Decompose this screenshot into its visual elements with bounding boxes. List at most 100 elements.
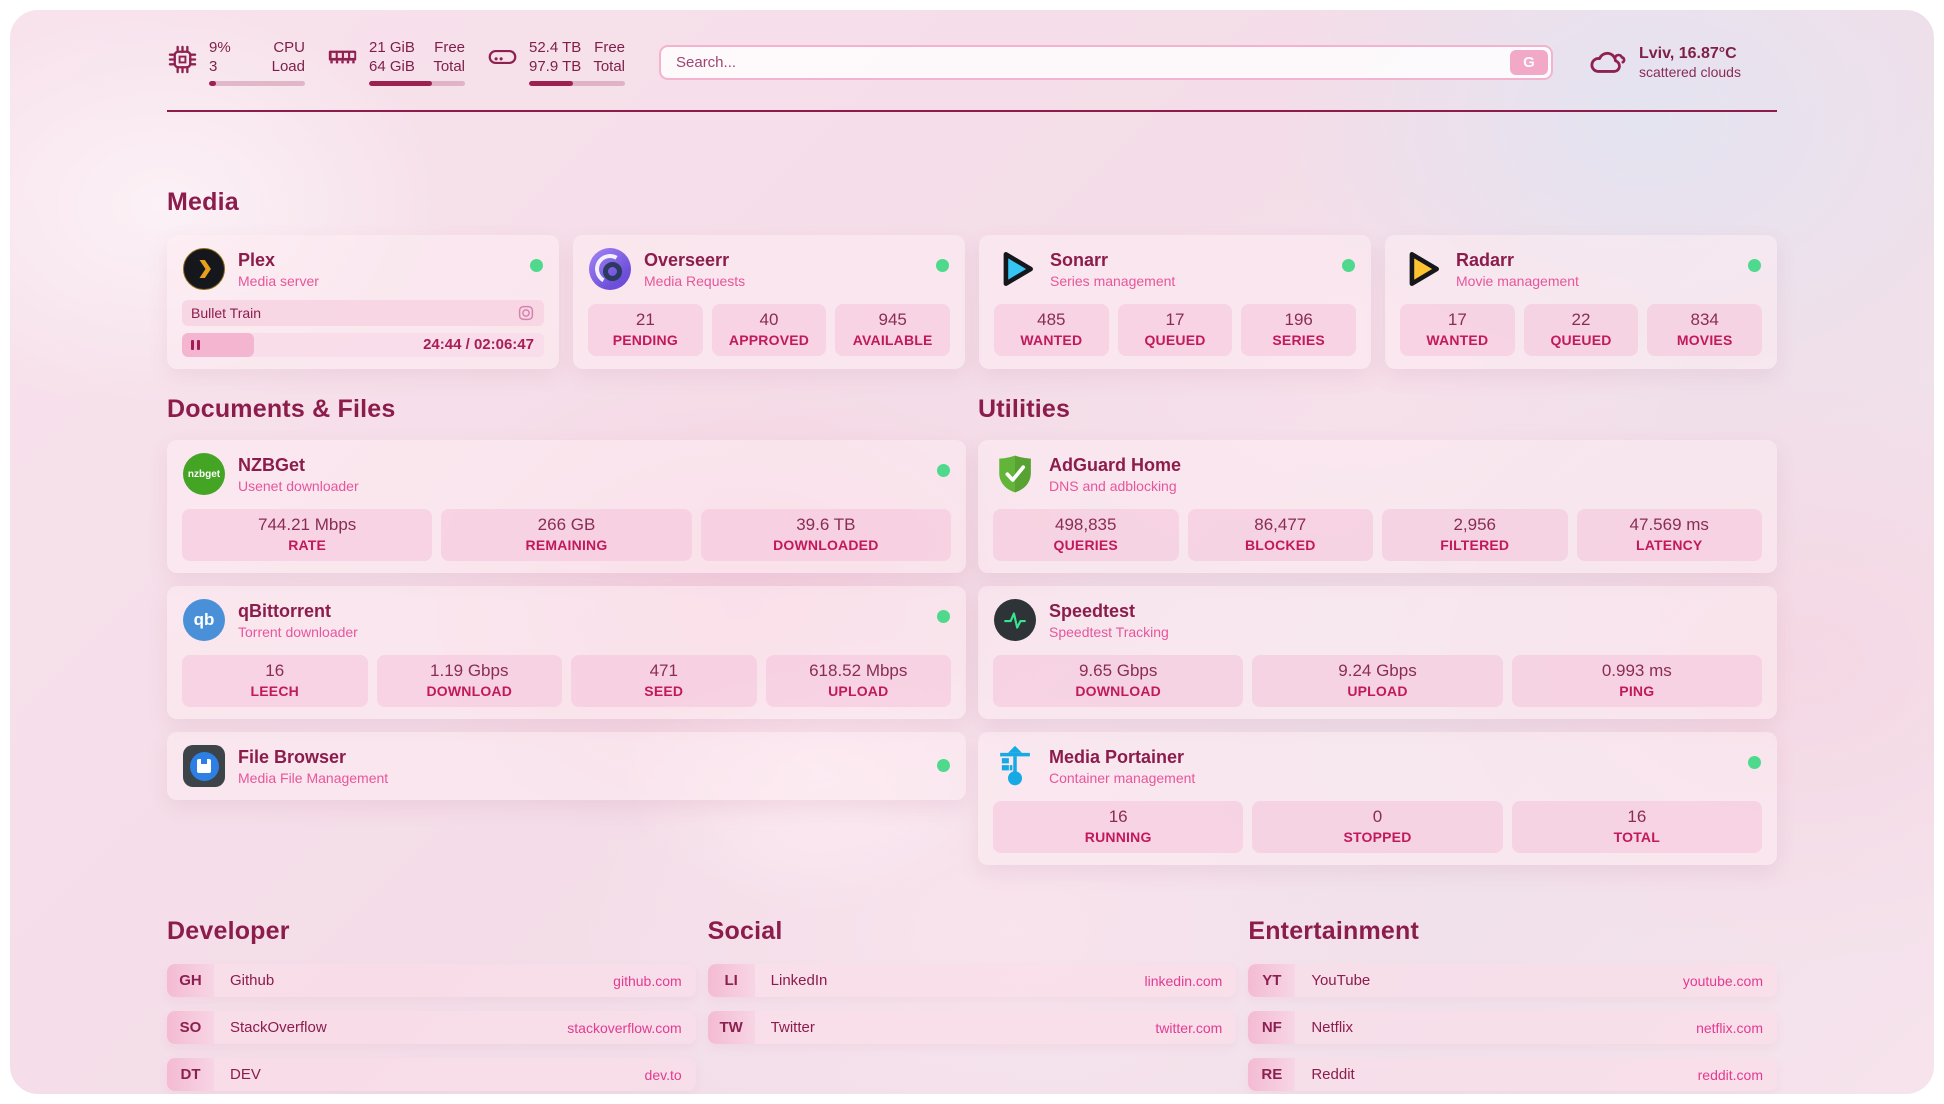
app-title: qBittorrent xyxy=(238,600,331,621)
app-title: Media Portainer xyxy=(1049,746,1185,767)
stat-label: QUERIES xyxy=(1053,537,1118,553)
media-grid: Plex Media server Bullet Train xyxy=(167,235,1777,369)
app-title: AdGuard Home xyxy=(1049,454,1182,475)
nzbget-card[interactable]: nzbget NZBGet Usenet downloader 744.21 M… xyxy=(167,440,966,573)
stat-value: 2,956 xyxy=(1453,515,1497,534)
stat-label: STOPPED xyxy=(1343,829,1412,845)
stat-label: UPLOAD xyxy=(828,683,889,699)
cloud-icon xyxy=(1590,51,1626,73)
link-badge: LI xyxy=(707,964,755,997)
plex-icon xyxy=(182,247,226,291)
playback-time: 24:44 / 02:06:47 xyxy=(423,336,534,353)
stat-value: 9.24 Gbps xyxy=(1338,661,1417,680)
link-linkedin[interactable]: LI LinkedIn linkedin.com xyxy=(707,964,1237,997)
weather-condition: scattered clouds xyxy=(1639,64,1741,80)
link-github[interactable]: GH Github github.com xyxy=(167,964,696,997)
stat-value: 17 xyxy=(1165,310,1185,329)
link-url: linkedin.com xyxy=(1144,972,1223,989)
memory-total-value: 64 GiB xyxy=(369,58,415,75)
memory-usage-bar-fill xyxy=(369,81,433,86)
utilities-column: Utilities xyxy=(978,395,1777,865)
stat-box: 1.19 Gbps DOWNLOAD xyxy=(376,655,562,707)
memory-total-label: Total xyxy=(433,58,465,75)
stat-label: FILTERED xyxy=(1440,537,1510,553)
stat-box: 2,956 FILTERED xyxy=(1382,509,1568,561)
link-badge: SO xyxy=(167,1011,214,1044)
stat-value: 16 xyxy=(1627,807,1647,826)
disk-free-label: Free xyxy=(594,39,625,56)
stat-box: 0 STOPPED xyxy=(1252,801,1503,853)
stat-label: QUEUED xyxy=(1550,332,1612,348)
link-url: twitter.com xyxy=(1155,1019,1223,1036)
status-dot xyxy=(937,464,950,477)
social-column: Social LI LinkedIn linkedin.com TW Twitt… xyxy=(707,917,1237,1091)
stat-label: RUNNING xyxy=(1084,829,1152,845)
memory-icon xyxy=(328,50,357,64)
search-engine-button[interactable]: G xyxy=(1510,49,1548,75)
topbar: 9% CPU 3 Load xyxy=(10,10,1934,86)
status-dot xyxy=(937,610,950,623)
section-title-utilities: Utilities xyxy=(978,395,1071,423)
status-dot xyxy=(1748,756,1761,769)
overseerr-card[interactable]: Overseerr Media Requests 21 PENDING 40 A… xyxy=(573,235,965,369)
entertainment-column: Entertainment YT YouTube youtube.com NF … xyxy=(1248,917,1777,1091)
stat-label: AVAILABLE xyxy=(852,332,933,348)
link-name: StackOverflow xyxy=(230,1019,327,1036)
link-reddit[interactable]: RE Reddit reddit.com xyxy=(1248,1058,1777,1091)
stat-box: 618.52 Mbps UPLOAD xyxy=(765,655,951,707)
stat-value: 17 xyxy=(1447,310,1467,329)
memory-free-value: 21 GiB xyxy=(369,39,415,56)
section-title-social: Social xyxy=(707,917,783,945)
stat-box: 47.569 ms LATENCY xyxy=(1576,509,1762,561)
link-netflix[interactable]: NF Netflix netflix.com xyxy=(1248,1011,1777,1044)
link-twitter[interactable]: TW Twitter twitter.com xyxy=(707,1011,1237,1044)
filebrowser-card[interactable]: File Browser Media File Management xyxy=(167,732,966,800)
section-title-entertainment: Entertainment xyxy=(1248,917,1420,945)
disk-free-value: 52.4 TB xyxy=(529,39,582,56)
link-dev[interactable]: DT DEV dev.to xyxy=(167,1058,696,1091)
memory-free-label: Free xyxy=(434,39,465,56)
qbittorrent-card[interactable]: qb qBittorrent Torrent downloader 16 xyxy=(167,586,966,719)
stat-box: 16 TOTAL xyxy=(1511,801,1762,853)
app-subtitle: Torrent downloader xyxy=(238,623,358,640)
stat-label: PING xyxy=(1619,683,1655,699)
app-subtitle: Media File Management xyxy=(238,769,389,786)
link-name: LinkedIn xyxy=(770,972,828,989)
cpu-usage-bar xyxy=(209,81,305,86)
stat-box: 9.65 Gbps DOWNLOAD xyxy=(993,655,1244,707)
cpu-label: CPU xyxy=(273,39,305,56)
portainer-card[interactable]: Media Portainer Container management 16 … xyxy=(978,732,1777,865)
stat-box: 16 RUNNING xyxy=(993,801,1244,853)
adguard-card[interactable]: AdGuard Home DNS and adblocking 498,835 … xyxy=(978,440,1777,573)
link-badge: TW xyxy=(707,1011,755,1044)
qbittorrent-icon: qb xyxy=(182,598,226,642)
speedtest-card[interactable]: Speedtest Speedtest Tracking 9.65 Gbps D… xyxy=(978,586,1777,719)
link-url: youtube.com xyxy=(1682,972,1763,989)
stat-label: TOTAL xyxy=(1613,829,1660,845)
stat-value: 16 xyxy=(1108,807,1128,826)
stat-value: 744.21 Mbps xyxy=(258,515,357,534)
link-stackoverflow[interactable]: SO StackOverflow stackoverflow.com xyxy=(167,1011,696,1044)
cpu-load-label: Load xyxy=(271,58,305,75)
disk-total-label: Total xyxy=(593,58,625,75)
link-url: github.com xyxy=(613,972,682,989)
app-subtitle: Media server xyxy=(238,272,319,289)
weather-widget: Lviv, 16.87°C scattered clouds xyxy=(1587,44,1777,80)
now-playing-row: Bullet Train xyxy=(182,300,544,326)
speedtest-icon xyxy=(993,598,1037,642)
stat-box: 834 MOVIES xyxy=(1647,304,1763,356)
stat-box: 22 QUEUED xyxy=(1523,304,1639,356)
search-input[interactable] xyxy=(659,44,1553,80)
sonarr-card[interactable]: Sonarr Series management 485 WANTED 17 Q… xyxy=(979,235,1371,369)
stat-box: 744.21 Mbps RATE xyxy=(182,509,433,561)
pause-icon[interactable] xyxy=(191,340,200,350)
search-bar: G xyxy=(659,44,1553,80)
link-youtube[interactable]: YT YouTube youtube.com xyxy=(1248,964,1777,997)
stat-value: 47.569 ms xyxy=(1629,515,1709,534)
link-badge: YT xyxy=(1248,964,1296,997)
radarr-card[interactable]: Radarr Movie management 17 WANTED 22 QUE… xyxy=(1385,235,1777,369)
plex-card[interactable]: Plex Media server Bullet Train xyxy=(167,235,559,369)
app-title: Speedtest xyxy=(1049,600,1136,621)
filebrowser-icon xyxy=(182,744,226,788)
app-subtitle: Container management xyxy=(1049,769,1196,786)
